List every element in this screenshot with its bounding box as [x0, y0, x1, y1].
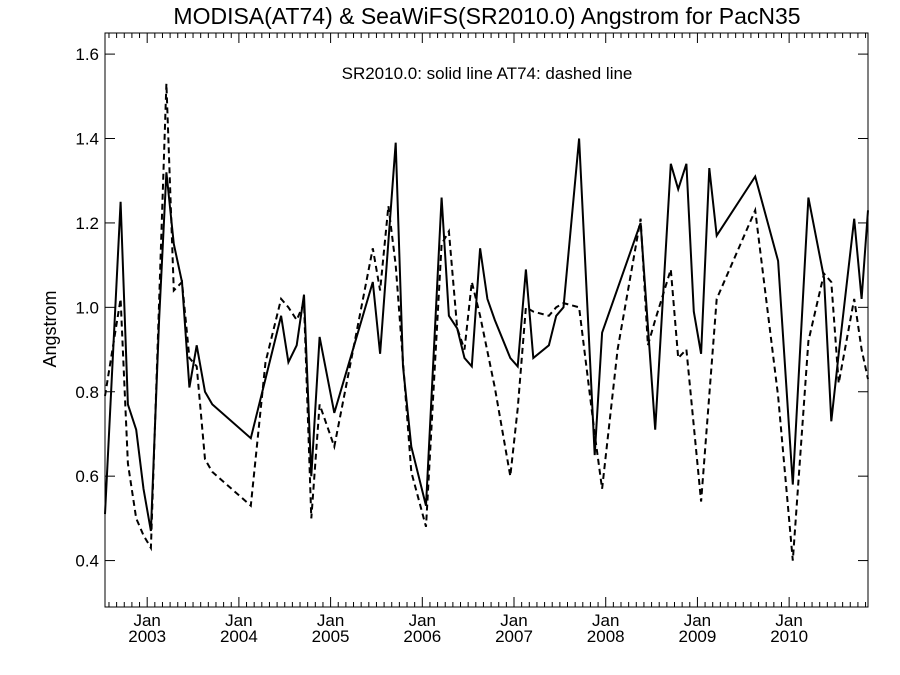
x-tick-month-label: Jan — [500, 611, 527, 630]
axes-ticks: 0.40.60.81.01.21.41.6Jan2003Jan2004Jan20… — [75, 33, 868, 646]
y-tick-label: 1.4 — [75, 130, 99, 149]
series-line-at74 — [104, 83, 869, 561]
x-tick-year-label: 2010 — [770, 627, 808, 646]
x-tick-year-label: 2003 — [128, 627, 166, 646]
x-tick-year-label: 2008 — [587, 627, 625, 646]
x-tick-month-label: Jan — [409, 611, 436, 630]
plot-frame — [104, 32, 869, 608]
legend-text: SR2010.0: solid line AT74: dashed line — [342, 64, 633, 83]
x-tick-year-label: 2007 — [495, 627, 533, 646]
y-tick-label: 1.2 — [75, 214, 99, 233]
x-tick-month-label: Jan — [133, 611, 160, 630]
series-lines — [104, 83, 869, 561]
x-tick-year-label: 2006 — [403, 627, 441, 646]
x-tick-month-label: Jan — [684, 611, 711, 630]
chart-title: MODISA(AT74) & SeaWiFS(SR2010.0) Angstro… — [173, 3, 800, 29]
x-tick-month-label: Jan — [592, 611, 619, 630]
y-tick-label: 0.6 — [75, 467, 99, 486]
y-tick-label: 1.0 — [75, 298, 99, 317]
x-tick-month-label: Jan — [317, 611, 344, 630]
y-tick-label: 0.8 — [75, 383, 99, 402]
x-tick-month-label: Jan — [225, 611, 252, 630]
x-tick-year-label: 2004 — [220, 627, 258, 646]
x-tick-year-label: 2009 — [679, 627, 717, 646]
x-tick-year-label: 2005 — [312, 627, 350, 646]
x-tick-month-label: Jan — [775, 611, 802, 630]
y-tick-label: 0.4 — [75, 552, 99, 571]
y-axis-label: Angstrom — [40, 290, 60, 367]
series-line-sr2010-0 — [104, 138, 869, 532]
y-tick-label: 1.6 — [75, 45, 99, 64]
